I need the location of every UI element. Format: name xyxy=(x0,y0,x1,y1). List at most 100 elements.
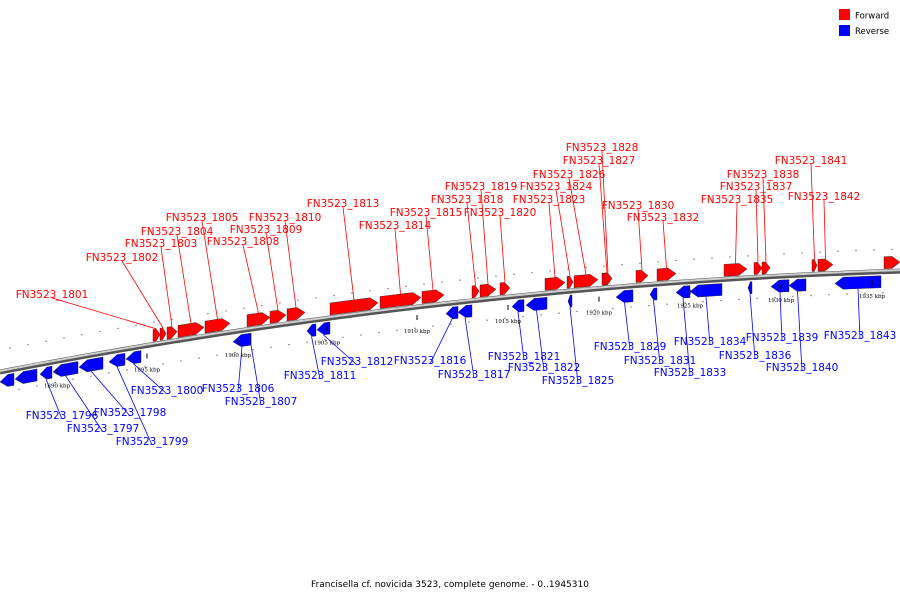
gene-fn3523_1797-leader xyxy=(65,375,104,433)
gene-fn3523_1826[interactable] xyxy=(573,274,599,288)
gene-fn3523_1839[interactable] xyxy=(770,279,790,293)
gene-fn3523_1841[interactable] xyxy=(811,259,818,272)
gene-fn3523_1821-leader xyxy=(517,312,525,361)
minor-tick xyxy=(495,275,497,277)
gene-fn3523_1802[interactable] xyxy=(159,327,167,341)
gene-offscreen-forward[interactable] xyxy=(883,256,900,269)
gene-fn3523_1818[interactable] xyxy=(471,285,480,299)
gene-fn3523_1798[interactable] xyxy=(78,356,104,373)
gene-fn3523_1805[interactable] xyxy=(204,318,231,334)
minor-tick xyxy=(387,287,389,290)
gene-fn3523_1830[interactable] xyxy=(635,269,649,283)
minor-tick xyxy=(234,351,236,354)
scale-tick-label: 1925 kbp xyxy=(677,304,704,310)
minor-tick xyxy=(27,343,29,346)
minor-tick xyxy=(288,343,290,346)
gene-fn3523_1800[interactable] xyxy=(125,350,142,364)
minor-tick xyxy=(585,266,587,269)
gene-fn3523_1819[interactable] xyxy=(479,283,497,298)
gene-fn3523_1803-label: FN3523_1803 xyxy=(125,238,198,250)
gene-fn3523_1816[interactable] xyxy=(445,306,459,320)
gene-fn3523_1806[interactable] xyxy=(232,332,252,347)
map-caption: Francisella cf. novicida 3523, complete … xyxy=(311,580,589,590)
gene-fn3523_1809-leader xyxy=(265,232,279,311)
minor-tick xyxy=(720,299,722,302)
gene-fn3523_1810[interactable] xyxy=(286,307,306,322)
gene-fn3523_1801[interactable] xyxy=(152,328,161,342)
gene-fn3523_1803[interactable] xyxy=(166,326,178,340)
minor-tick xyxy=(477,277,479,279)
minor-tick xyxy=(279,302,281,304)
gene-unlabeled-reverse-2[interactable] xyxy=(14,368,38,384)
gene-fn3523_1813-leader xyxy=(342,206,355,300)
gene-fn3523_1823-label: FN3523_1823 xyxy=(513,194,586,206)
gene-fn3523_1828-leader xyxy=(601,150,609,273)
gene-fn3523_1832[interactable] xyxy=(656,267,677,282)
gene-fn3523_1796[interactable] xyxy=(39,365,53,380)
minor-tick xyxy=(576,310,578,313)
gene-fn3523_1821[interactable] xyxy=(511,299,525,313)
minor-tick xyxy=(297,299,299,302)
gene-fn3523_1814-leader xyxy=(394,228,401,295)
gene-unlabeled-reverse-1[interactable] xyxy=(0,373,15,387)
gene-fn3523_1837[interactable] xyxy=(753,262,763,275)
gene-fn3523_1842-label: FN3523_1842 xyxy=(788,191,861,203)
gene-fn3523_1837-leader xyxy=(755,189,759,263)
gene-fn3523_1843[interactable] xyxy=(834,275,882,290)
minor-tick xyxy=(432,325,434,327)
gene-fn3523_1833[interactable] xyxy=(675,285,691,299)
gene-fn3523_1811[interactable] xyxy=(306,323,317,337)
gene-fn3523_1813[interactable] xyxy=(329,297,379,316)
gene-fn3523_1799-label: FN3523_1799 xyxy=(116,436,189,448)
gene-fn3523_1822-label: FN3523_1822 xyxy=(508,362,581,374)
gene-fn3523_1838[interactable] xyxy=(761,261,771,275)
gene-fn3523_1830-leader xyxy=(637,208,643,271)
gene-fn3523_1817[interactable] xyxy=(457,304,473,318)
gene-fn3523_1842[interactable] xyxy=(817,258,834,272)
gene-fn3523_1829[interactable] xyxy=(615,289,634,303)
gene-fn3523_1822[interactable] xyxy=(525,297,548,311)
minor-tick xyxy=(90,375,92,377)
gene-fn3523_1836[interactable] xyxy=(747,281,753,294)
gene-fn3523_1824[interactable] xyxy=(566,275,574,289)
minor-tick xyxy=(414,327,416,329)
gene-fn3523_1826-leader xyxy=(568,177,587,275)
minor-tick xyxy=(9,347,11,349)
gene-fn3523_1828[interactable] xyxy=(603,272,613,286)
minor-tick xyxy=(468,321,470,323)
gene-fn3523_1825[interactable] xyxy=(567,294,573,308)
gene-fn3523_1815[interactable] xyxy=(421,289,445,304)
gene-fn3523_1835[interactable] xyxy=(723,263,748,277)
gene-fn3523_1809[interactable] xyxy=(269,309,287,324)
minor-tick xyxy=(891,248,893,251)
gene-fn3523_1797-label: FN3523_1797 xyxy=(67,423,140,435)
gene-fn3523_1824-label: FN3523_1824 xyxy=(520,181,593,193)
legend-reverse-swatch xyxy=(839,25,850,36)
gene-fn3523_1818-label: FN3523_1818 xyxy=(431,194,504,206)
minor-tick xyxy=(693,258,695,260)
gene-fn3523_1820-label: FN3523_1820 xyxy=(464,207,537,219)
minor-tick xyxy=(711,257,713,259)
gene-fn3523_1823[interactable] xyxy=(544,277,566,291)
minor-tick xyxy=(504,317,506,320)
scale-tick-label: 1920 kbp xyxy=(586,311,613,317)
gene-fn3523_1815-label: FN3523_1815 xyxy=(390,207,463,219)
gene-fn3523_1797[interactable] xyxy=(52,361,79,377)
gene-fn3523_1834[interactable] xyxy=(689,283,723,298)
gene-fn3523_1806-label: FN3523_1806 xyxy=(202,383,275,395)
minor-tick xyxy=(81,334,83,336)
gene-fn3523_1840-label: FN3523_1840 xyxy=(766,362,839,374)
gene-fn3523_1812-leader xyxy=(323,334,358,366)
gene-fn3523_1808[interactable] xyxy=(246,312,271,327)
minor-tick xyxy=(369,290,371,292)
gene-fn3523_1812[interactable] xyxy=(316,321,331,335)
gene-fn3523_1804[interactable] xyxy=(177,322,205,338)
gene-fn3523_1819-leader xyxy=(480,189,489,285)
minor-tick xyxy=(738,298,740,301)
gene-fn3523_1799[interactable] xyxy=(108,352,126,367)
gene-fn3523_1814[interactable] xyxy=(379,292,422,309)
gene-fn3523_1831[interactable] xyxy=(649,287,658,301)
gene-fn3523_1820[interactable] xyxy=(499,282,511,296)
gene-fn3523_1840[interactable] xyxy=(788,278,807,292)
gene-fn3523_1836-label: FN3523_1836 xyxy=(719,350,792,362)
